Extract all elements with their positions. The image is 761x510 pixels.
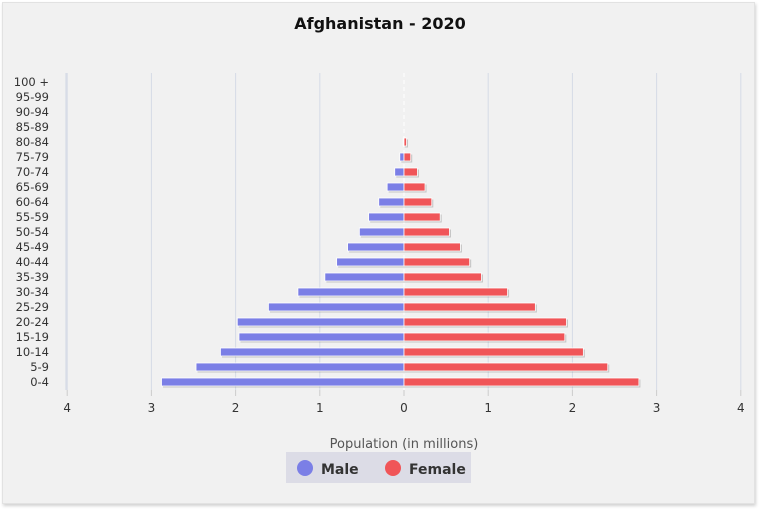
legend-item-female[interactable]: Female xyxy=(385,460,466,478)
x-tick-label: 0 xyxy=(400,401,408,415)
bar-female-80-84[interactable] xyxy=(403,137,407,147)
bars xyxy=(161,137,641,388)
bar-male-40-44[interactable] xyxy=(336,257,405,267)
bar-female-45-49[interactable] xyxy=(403,242,461,252)
x-axis-label: Population (in millions) xyxy=(330,437,479,452)
bar-female-55-59[interactable] xyxy=(403,212,441,222)
chart-frame xyxy=(2,2,755,504)
y-tick-label: 0-4 xyxy=(30,375,49,389)
chart-title: Afghanistan - 2020 xyxy=(294,14,466,33)
bar-female-30-34[interactable] xyxy=(403,287,508,297)
legend-background xyxy=(286,452,471,483)
x-tick-label: 4 xyxy=(737,401,745,415)
y-tick-label: 30-34 xyxy=(16,285,49,299)
bar-female-15-19[interactable] xyxy=(403,332,566,342)
y-tick-label: 75-79 xyxy=(16,150,49,164)
x-tick-label: 1 xyxy=(484,401,492,415)
y-tick-label: 60-64 xyxy=(16,195,49,209)
bar-female-40-44[interactable] xyxy=(403,257,471,267)
x-tick-label: 4 xyxy=(63,401,71,415)
x-tick-label: 3 xyxy=(148,401,156,415)
y-tick-label: 90-94 xyxy=(16,105,49,119)
legend-marker-female xyxy=(385,460,401,476)
y-tick-label: 100 + xyxy=(14,75,49,89)
y-tick-label: 50-54 xyxy=(16,225,49,239)
bar-male-75-79[interactable] xyxy=(399,152,405,162)
bar-male-20-24[interactable] xyxy=(236,317,405,327)
y-tick-labels: 0-45-910-1415-1920-2425-2930-3435-3940-4… xyxy=(14,75,49,389)
bar-male-5-9[interactable] xyxy=(195,362,405,372)
y-tick-label: 25-29 xyxy=(16,300,49,314)
y-tick-label: 80-84 xyxy=(16,135,49,149)
y-tick-label: 70-74 xyxy=(16,165,49,179)
legend-item-male[interactable]: Male xyxy=(297,460,359,478)
bar-male-70-74[interactable] xyxy=(394,167,405,177)
bar-male-55-59[interactable] xyxy=(368,212,405,222)
y-tick-label: 5-9 xyxy=(30,360,49,374)
bar-female-20-24[interactable] xyxy=(403,317,567,327)
bar-female-50-54[interactable] xyxy=(403,227,450,237)
x-tick-labels: 4 3 2 1 0 1 2 3 4 xyxy=(63,401,744,415)
y-tick-label: 40-44 xyxy=(16,255,49,269)
legend-label-male: Male xyxy=(321,462,359,478)
legend-marker-male xyxy=(297,460,313,476)
bar-female-0-4[interactable] xyxy=(403,377,640,387)
bar-female-60-64[interactable] xyxy=(403,197,433,207)
bar-male-45-49[interactable] xyxy=(347,242,405,252)
bar-female-25-29[interactable] xyxy=(403,302,536,312)
bar-male-65-69[interactable] xyxy=(386,182,405,192)
bar-male-0-4[interactable] xyxy=(161,377,405,387)
bar-male-60-64[interactable] xyxy=(378,197,405,207)
legend-label-female: Female xyxy=(409,462,466,478)
y-tick-label: 65-69 xyxy=(16,180,49,194)
x-tick-label: 1 xyxy=(316,401,324,415)
x-tick-label: 3 xyxy=(653,401,661,415)
legend: Male Female xyxy=(286,452,471,483)
bar-female-75-79[interactable] xyxy=(403,152,412,162)
x-tick-label: 2 xyxy=(232,401,240,415)
y-tick-label: 10-14 xyxy=(16,345,49,359)
bar-female-35-39[interactable] xyxy=(403,272,482,282)
x-tick-label: 2 xyxy=(569,401,577,415)
bar-male-15-19[interactable] xyxy=(238,332,405,342)
bar-male-10-14[interactable] xyxy=(220,347,405,357)
y-tick-label: 15-19 xyxy=(16,330,49,344)
bar-male-30-34[interactable] xyxy=(297,287,405,297)
bar-female-5-9[interactable] xyxy=(403,362,609,372)
bar-female-65-69[interactable] xyxy=(403,182,426,192)
bar-female-10-14[interactable] xyxy=(403,347,584,357)
bar-male-25-29[interactable] xyxy=(268,302,405,312)
y-tick-label: 45-49 xyxy=(16,240,49,254)
y-tick-label: 55-59 xyxy=(16,210,49,224)
bar-female-70-74[interactable] xyxy=(403,167,418,177)
y-tick-label: 85-89 xyxy=(16,120,49,134)
bar-male-50-54[interactable] xyxy=(358,227,405,237)
y-tick-label: 95-99 xyxy=(16,90,49,104)
y-tick-label: 35-39 xyxy=(16,270,49,284)
bar-male-35-39[interactable] xyxy=(324,272,405,282)
y-tick-label: 20-24 xyxy=(16,315,49,329)
